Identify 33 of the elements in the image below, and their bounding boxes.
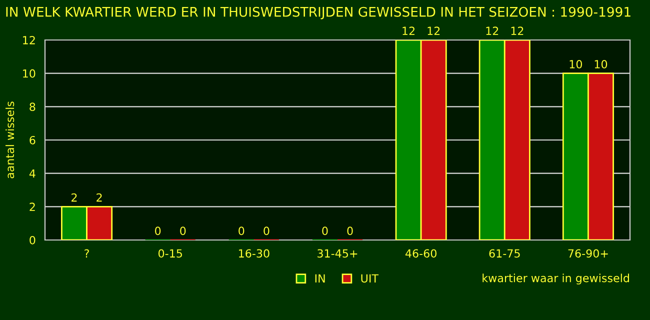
y-tick-label: 8 bbox=[30, 102, 36, 112]
x-tick-label: 31-45+ bbox=[318, 249, 358, 258]
y-tick-label: 2 bbox=[30, 202, 35, 211]
y-tick-label: 10 bbox=[23, 69, 36, 78]
data-label: 10 bbox=[594, 60, 608, 68]
data-label: 0 bbox=[238, 226, 244, 236]
legend-label: IN bbox=[315, 274, 325, 282]
data-label: 2 bbox=[72, 193, 77, 202]
data-label: 0 bbox=[347, 226, 353, 236]
y-axis-title: aantal wissels bbox=[6, 102, 14, 178]
data-label: 0 bbox=[264, 226, 270, 236]
data-label: 12 bbox=[402, 26, 414, 35]
data-label: 0 bbox=[155, 226, 161, 236]
y-tick-label: 12 bbox=[23, 36, 35, 44]
data-label: 10 bbox=[570, 60, 582, 68]
x-tick-label: 76-90+ bbox=[568, 249, 608, 258]
data-label: 2 bbox=[96, 193, 102, 202]
y-tick-label: 0 bbox=[30, 236, 36, 244]
data-label: 0 bbox=[322, 226, 328, 236]
data-label: 12 bbox=[428, 26, 440, 35]
x-tick-label: 0-15 bbox=[158, 249, 182, 258]
x-tick-label: 46-60 bbox=[405, 249, 436, 258]
x-axis-title: kwartier waar in gewisseld bbox=[482, 274, 629, 284]
chart-title: IN WELK KWARTIER WERD ER IN THUISWEDSTRIJDEN GEWISSELD IN HET SEIZOEN : 1990-1991 bbox=[6, 6, 630, 20]
x-tick-label: ? bbox=[84, 249, 89, 258]
y-tick-label: 4 bbox=[29, 169, 36, 178]
y-tick-label: 6 bbox=[30, 136, 36, 144]
x-tick-label: 61-75 bbox=[489, 249, 520, 258]
data-label: 12 bbox=[486, 26, 498, 35]
data-label: 12 bbox=[511, 26, 524, 35]
x-tick-label: 16-30 bbox=[239, 249, 270, 258]
data-label: 0 bbox=[180, 226, 186, 236]
legend-label: UIT bbox=[361, 274, 379, 283]
